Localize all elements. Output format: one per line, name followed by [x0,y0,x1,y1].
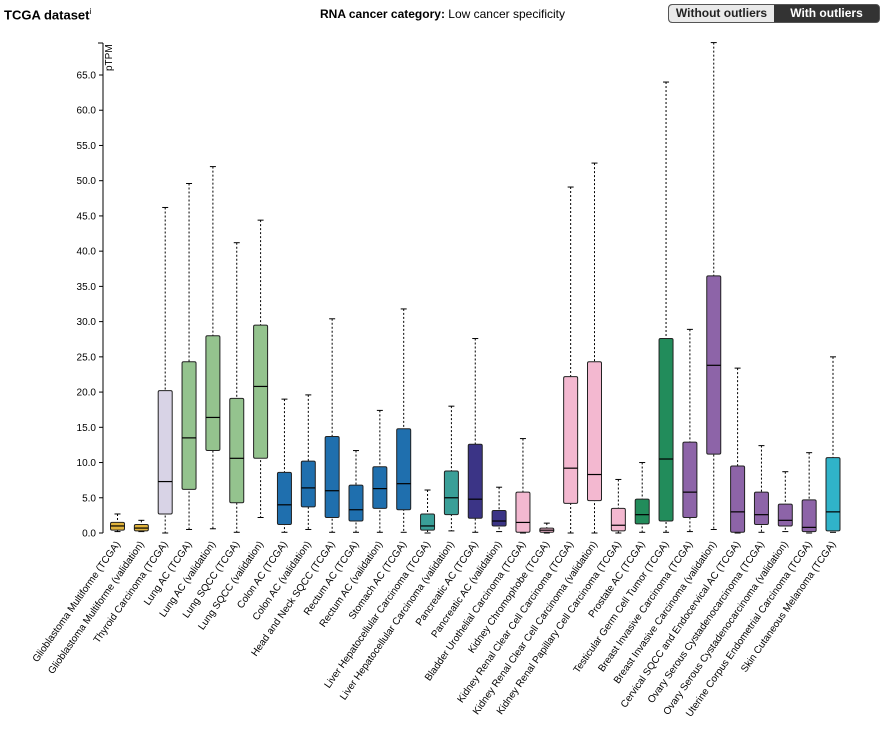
box-body [229,397,245,504]
box-body [658,338,674,522]
box-body [443,470,459,516]
box-body [753,491,769,526]
y-tick-label: 50.0 [77,176,97,187]
y-tick-label: 10.0 [77,458,97,469]
box-body [205,335,221,452]
y-tick-label: 15.0 [77,423,97,434]
box-body [825,457,841,532]
category-label: RNA cancer category: [320,7,445,21]
dataset-title-text: TCGA dataset [4,7,90,23]
box-body [491,509,507,527]
box-body [396,428,412,511]
with-outliers-button[interactable]: With outliers [774,5,879,22]
y-tick-label: 0.0 [82,529,96,540]
box-body [563,376,579,504]
box-body [276,471,292,526]
y-tick-label: 5.0 [82,493,96,504]
y-tick-label: 20.0 [77,388,97,399]
category-value: Low cancer specificity [448,7,565,21]
without-outliers-button[interactable]: Without outliers [669,5,774,22]
y-tick-label: 40.0 [77,247,97,258]
box-body [324,435,340,518]
y-tick-label: 65.0 [77,71,97,82]
box-body [730,465,746,533]
box-body [587,361,602,502]
outlier-toggle: Without outliers With outliers [668,4,880,23]
box-body [777,503,793,527]
box-body [515,491,531,533]
box-body [157,390,173,515]
box-body [181,361,197,490]
y-tick-label: 35.0 [77,282,97,293]
rna-cancer-category: RNA cancer category: Low cancer specific… [320,7,565,21]
y-tick-label: 60.0 [77,106,97,117]
box-body [634,498,650,525]
y-tick-label: 30.0 [77,317,97,328]
box-body [420,513,436,531]
box-body [467,443,483,519]
y-tick-label: 55.0 [77,141,97,152]
dataset-title: TCGA dataseti [4,7,91,22]
box-body [801,499,817,533]
box-body [253,324,269,459]
box-body [300,460,316,508]
y-tick-label: 25.0 [77,352,97,363]
x-category-label: Glioblastoma Multiforme (validation) [46,539,147,676]
box-body [348,484,364,522]
info-icon[interactable]: i [89,7,92,16]
box-body [682,441,698,518]
y-tick-label: 45.0 [77,211,97,222]
box-body [610,507,626,532]
y-axis-label: pTPM [104,44,115,71]
x-category-label: Glioblastoma Multiforme (TCGA) [31,539,123,664]
box-body [372,466,388,509]
